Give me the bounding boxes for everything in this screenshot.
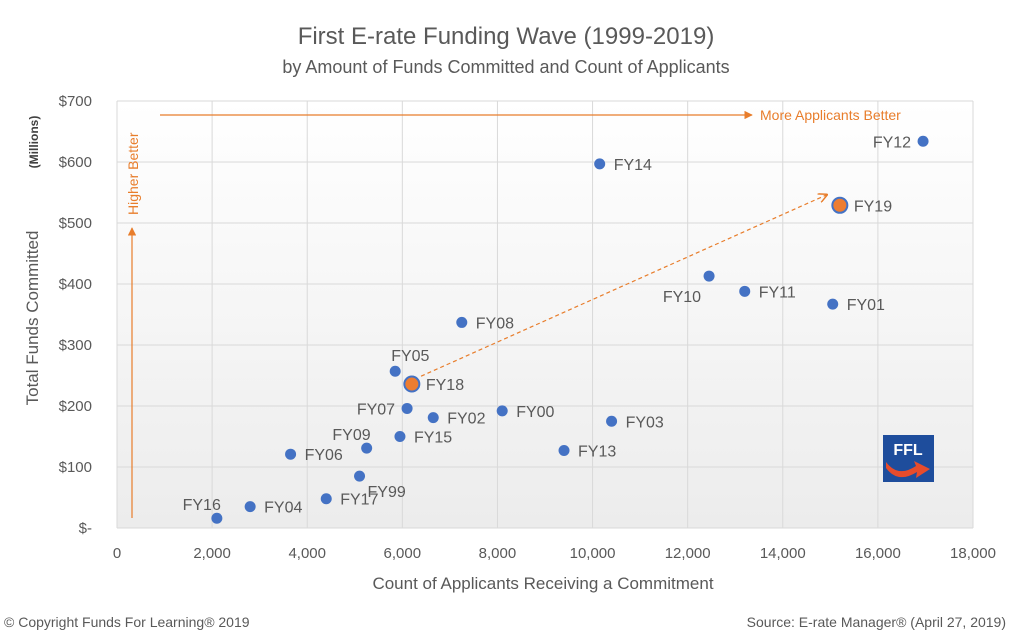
x-tick-label: 16,000 [855, 545, 901, 562]
point-label-fy17: FY17 [340, 492, 378, 509]
point-label-fy09: FY09 [332, 427, 370, 444]
logo-arrow-icon [886, 461, 930, 478]
copyright-text: © Copyright Funds For Learning® 2019 [4, 614, 250, 630]
point-label-fy16: FY16 [183, 497, 221, 514]
y-tick-label: $600 [59, 154, 92, 171]
x-tick-labels: 0 2,000 4,000 6,000 8,000 10,000 12,000 14,000 1… [113, 545, 996, 562]
data-point-fy16 [211, 512, 223, 524]
y-axis-title: Total Funds Committed [23, 231, 42, 406]
point-label-fy11: FY11 [759, 284, 796, 301]
data-point-fy09 [361, 442, 373, 454]
y-tick-label: $400 [59, 276, 92, 293]
x-tick-label: 8,000 [479, 545, 517, 562]
data-point-fy11 [739, 285, 751, 297]
y-axis-unit: (Millions) [27, 116, 41, 169]
data-point-fy05 [389, 365, 401, 377]
point-label-fy03: FY03 [626, 414, 664, 431]
more-applicants-label: More Applicants Better [760, 107, 901, 123]
data-point-fy13 [558, 445, 570, 457]
point-label-fy10: FY10 [663, 289, 701, 306]
point-label-fy01: FY01 [847, 297, 885, 314]
x-tick-label: 10,000 [570, 545, 616, 562]
y-tick-label: $300 [59, 337, 92, 354]
x-tick-label: 0 [113, 545, 121, 562]
data-point-fy06 [285, 448, 297, 460]
x-axis-title: Count of Applicants Receiving a Commitme… [372, 574, 713, 593]
y-tick-label: $200 [59, 398, 92, 415]
data-point-fy99 [354, 470, 366, 482]
y-tick-labels: $- $100 $200 $300 $400 $500 $600 $700 [59, 93, 92, 537]
x-tick-label: 2,000 [193, 545, 231, 562]
data-point-fy08 [456, 316, 468, 328]
data-point-fy14 [594, 158, 606, 170]
x-tick-label: 4,000 [288, 545, 326, 562]
x-tick-label: 14,000 [760, 545, 806, 562]
point-label-fy19: FY19 [854, 198, 892, 215]
data-point-fy12 [917, 135, 929, 147]
higher-better-label: Higher Better [125, 132, 141, 215]
data-point-fy19 [831, 196, 849, 214]
point-label-fy13: FY13 [578, 444, 616, 461]
point-label-fy08: FY08 [476, 315, 514, 332]
data-point-labels: FY99 FY00 FY01 FY02 FY03 FY04 FY05 FY06 FY07 FY08… [183, 134, 912, 516]
y-tick-label: $500 [59, 215, 92, 232]
x-tick-label: 12,000 [665, 545, 711, 562]
chart-subtitle: by Amount of Funds Committed and Count o… [282, 57, 729, 77]
point-label-fy02: FY02 [447, 411, 485, 428]
point-label-fy05: FY05 [391, 348, 429, 365]
data-point-fy17 [320, 493, 332, 505]
data-point-fy03 [606, 415, 618, 427]
data-point-fy10 [703, 270, 715, 282]
data-point-fy04 [244, 501, 256, 513]
data-point-fy18 [403, 375, 421, 393]
ffl-logo: FFL [883, 435, 934, 482]
chart-title: First E-rate Funding Wave (1999-2019) [298, 23, 715, 50]
point-label-fy18: FY18 [426, 377, 464, 394]
point-label-fy14: FY14 [614, 157, 652, 174]
svg-text:FFL: FFL [893, 442, 923, 459]
data-point-fy02 [427, 412, 439, 424]
source-text: Source: E-rate Manager® (April 27, 2019) [747, 614, 1006, 630]
plot-area [117, 101, 973, 528]
data-point-fy01 [827, 298, 839, 310]
point-label-fy06: FY06 [305, 447, 343, 464]
point-label-fy15: FY15 [414, 430, 452, 447]
point-label-fy99: FY99 [368, 484, 406, 501]
x-tick-label: 6,000 [384, 545, 422, 562]
data-points [211, 135, 929, 524]
point-label-fy07: FY07 [357, 401, 395, 418]
point-label-fy00: FY00 [516, 404, 554, 421]
y-tick-label: $- [79, 520, 92, 537]
y-tick-label: $700 [59, 93, 92, 110]
data-point-fy00 [496, 405, 508, 417]
y-tick-label: $100 [59, 459, 92, 476]
point-label-fy12: FY12 [873, 134, 911, 151]
point-label-fy04: FY04 [264, 500, 302, 517]
x-tick-label: 18,000 [950, 545, 996, 562]
data-point-fy15 [394, 431, 406, 442]
data-point-fy07 [401, 402, 413, 414]
gridlines [116, 100, 974, 529]
